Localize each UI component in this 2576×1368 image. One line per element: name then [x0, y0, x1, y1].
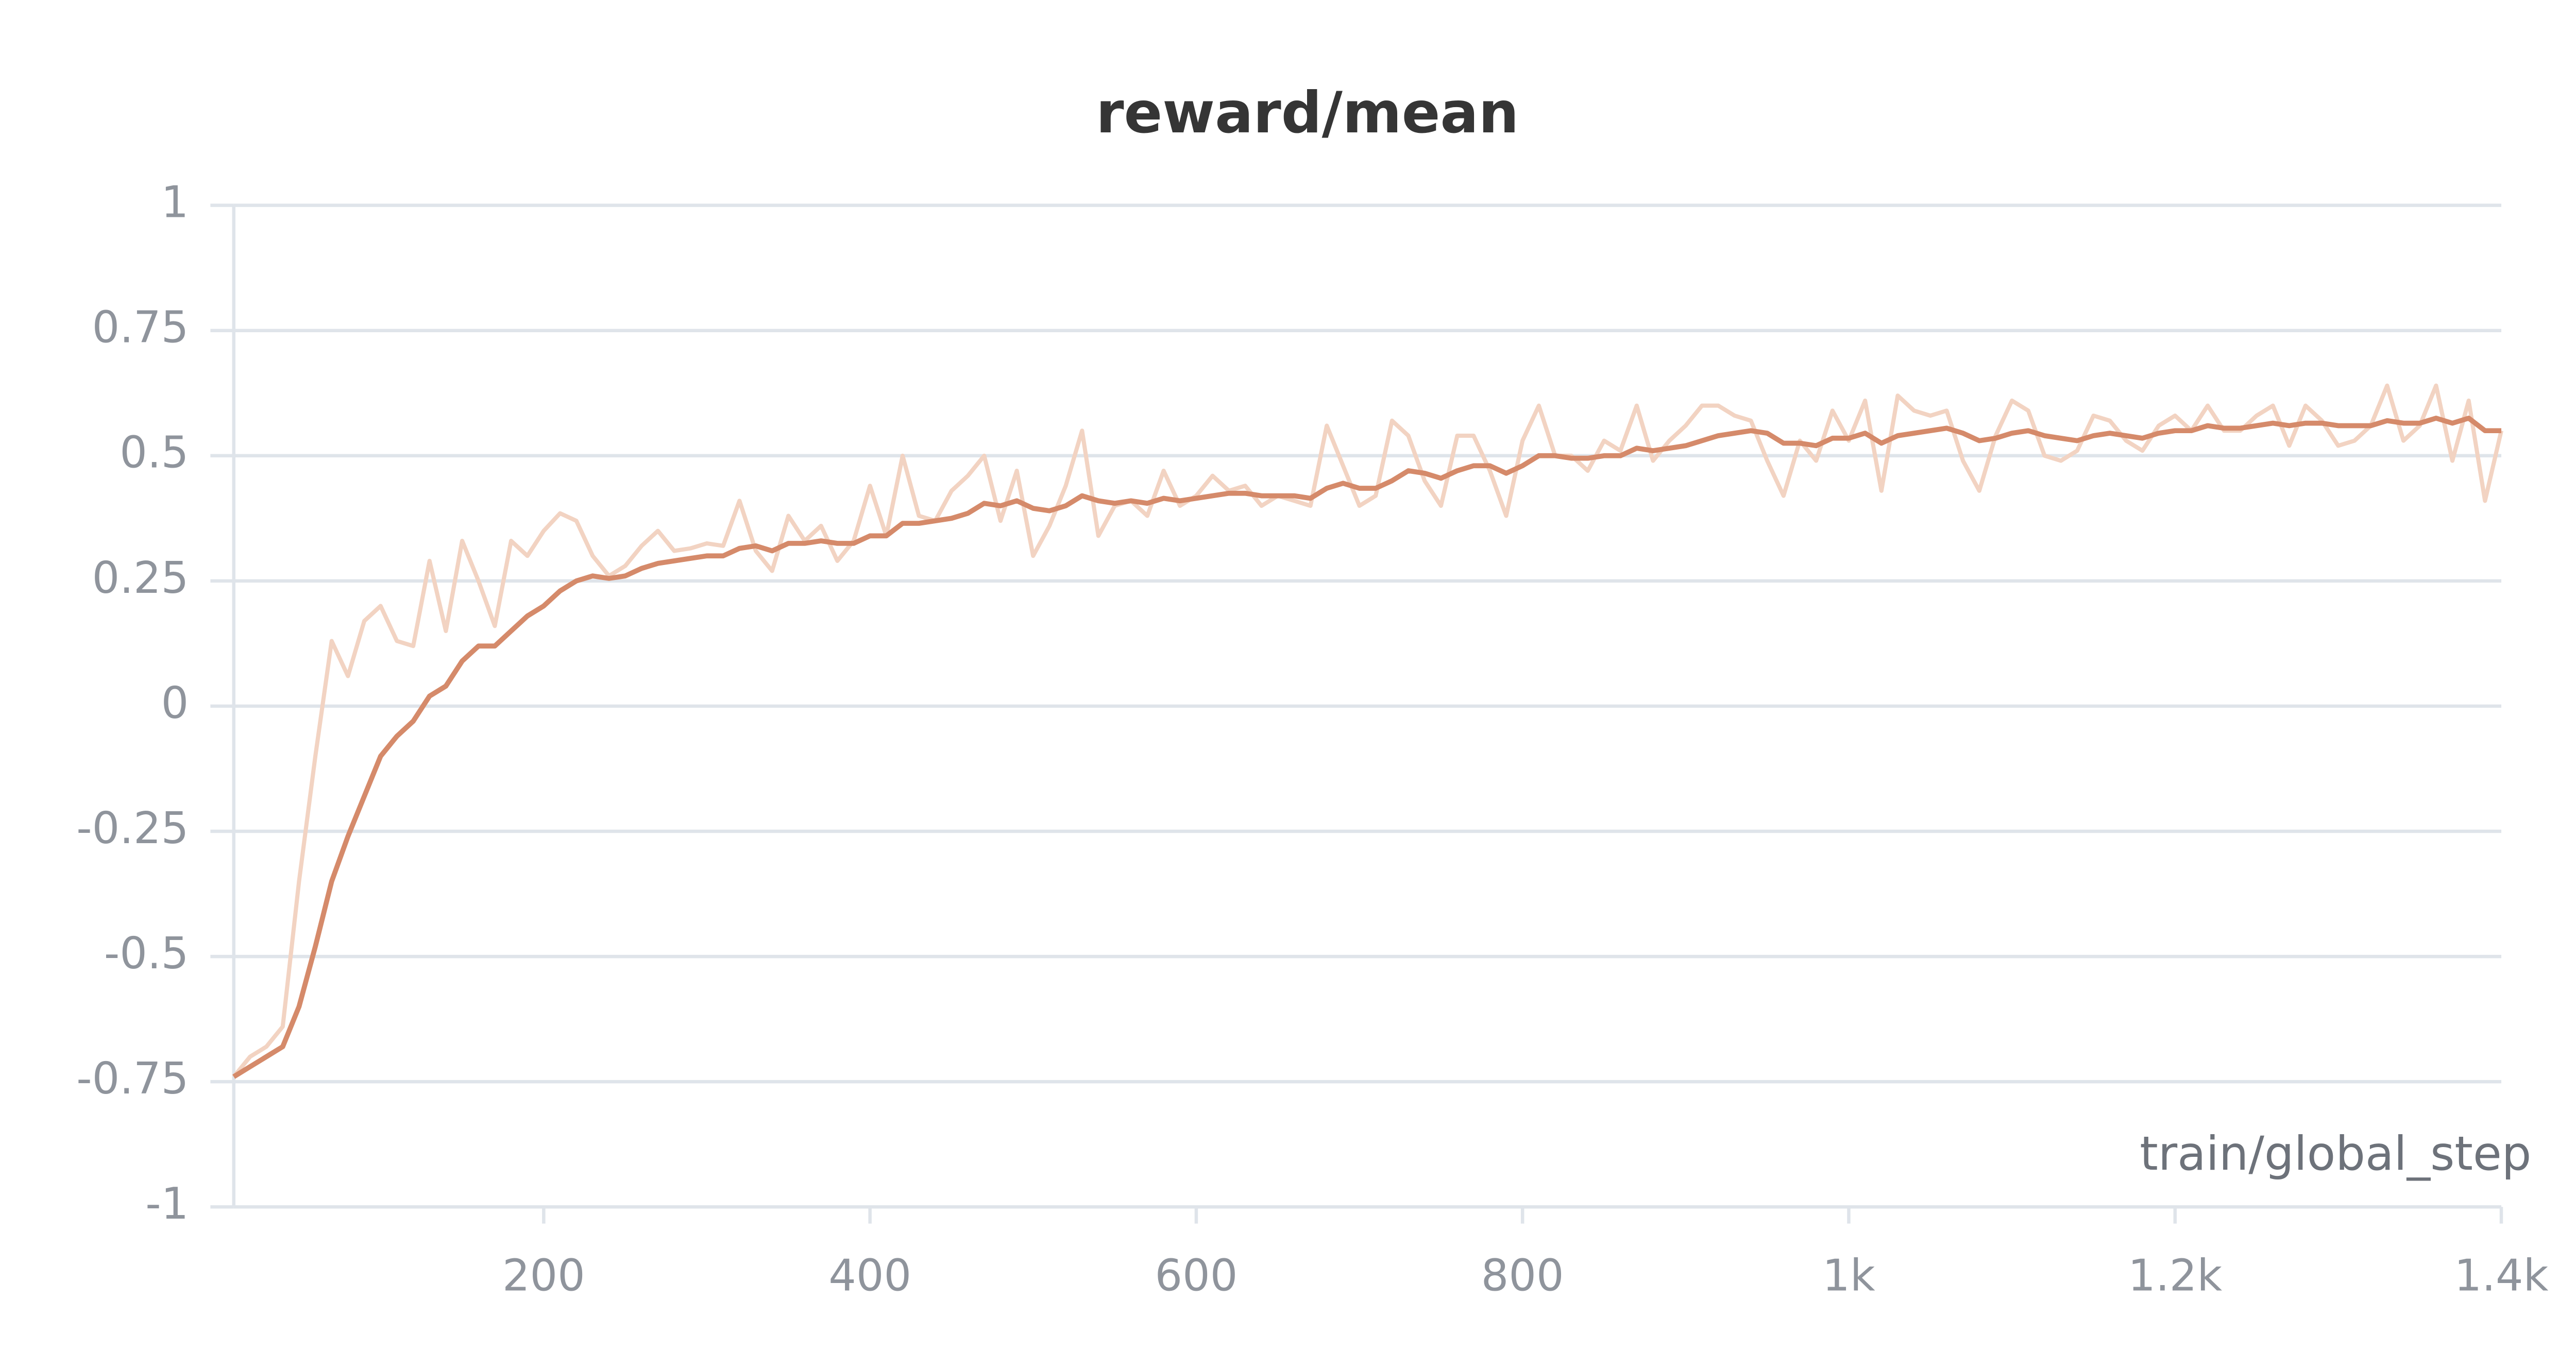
x-tick-label: 800: [1481, 1251, 1564, 1301]
y-tick-label: 0.25: [92, 553, 189, 603]
x-tick-label: 1.4k: [2454, 1251, 2549, 1301]
x-tick-label: 1k: [1822, 1251, 1875, 1301]
x-tick-label: 1.2k: [2128, 1251, 2222, 1301]
series-line: [232, 416, 2502, 1079]
y-tick-label: 1: [161, 177, 189, 228]
y-tick-label: 0.5: [120, 427, 189, 478]
y-tick-label: -0.5: [104, 928, 189, 979]
y-tick-label: -0.25: [76, 803, 189, 853]
x-tick-label: 200: [502, 1251, 585, 1301]
y-tick-label: -0.75: [76, 1053, 189, 1104]
y-tick-label: 0: [161, 678, 189, 728]
x-axis-label: train/global_step: [2140, 1127, 2531, 1181]
chart-title: reward/mean: [1096, 80, 1519, 146]
y-tick-label: 0.75: [92, 302, 189, 353]
y-tick-label: -1: [145, 1178, 189, 1229]
x-tick-label: 400: [828, 1251, 911, 1301]
x-tick-label: 600: [1155, 1251, 1238, 1301]
